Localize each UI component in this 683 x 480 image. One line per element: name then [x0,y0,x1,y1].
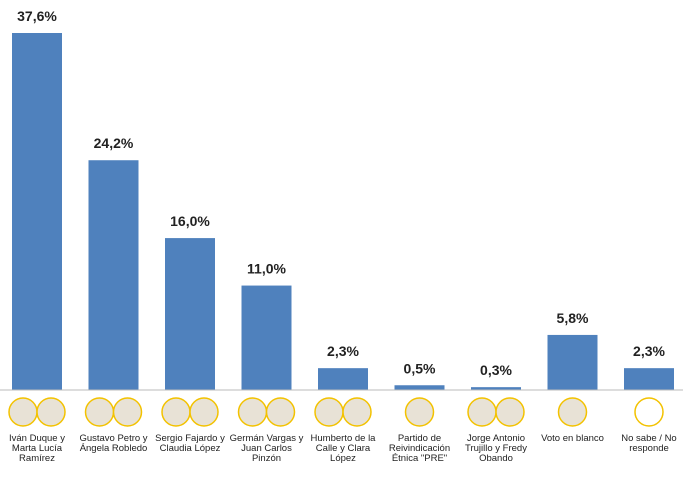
avatar [36,397,66,427]
bar [12,33,62,390]
avatar [314,397,344,427]
x-tick-label: Voto en blanco [541,433,604,444]
avatar [557,397,588,427]
x-tick-label: Jorge Antonio Trujillo y Fredy Obando [465,433,527,464]
value-label: 11,0% [247,261,286,277]
x-tick-label: No sabe / No responde [621,433,677,454]
bar [547,334,598,390]
avatar [8,397,38,427]
avatar [161,397,191,427]
value-label: 24,2% [94,135,134,151]
bar [241,285,292,390]
bar [471,387,521,390]
bar [88,160,139,390]
value-label: 37,6% [17,8,57,24]
avatar [189,397,219,427]
bar [318,368,368,390]
avatar [467,397,497,427]
avatar [237,397,268,427]
x-tick-label: Sergio Fajardo y Claudia López [155,433,225,454]
x-tick-label: Iván Duque y Marta Lucía Ramírez [9,433,65,464]
bar [624,368,674,390]
avatar [342,397,372,427]
bar [394,385,445,390]
avatar [84,397,115,427]
value-label: 0,5% [404,360,436,376]
avatar [112,397,143,427]
value-label: 2,3% [633,343,665,359]
avatar [495,397,525,427]
x-tick-label: Gustavo Petro y Ángela Robledo [79,433,148,454]
value-label: 5,8% [557,310,589,326]
avatar [634,397,664,427]
bar [165,238,215,390]
x-tick-label: Partido de Reivindicación Étnica "PRE" [388,433,451,464]
avatar [404,397,435,427]
value-label: 0,3% [480,362,512,378]
x-tick-label: Germán Vargas y Juan Carlos Pinzón [229,433,304,464]
x-tick-label: Humberto de la Calle y Clara López [310,433,376,464]
value-label: 2,3% [327,343,359,359]
value-label: 16,0% [170,213,210,229]
avatar [265,397,296,427]
